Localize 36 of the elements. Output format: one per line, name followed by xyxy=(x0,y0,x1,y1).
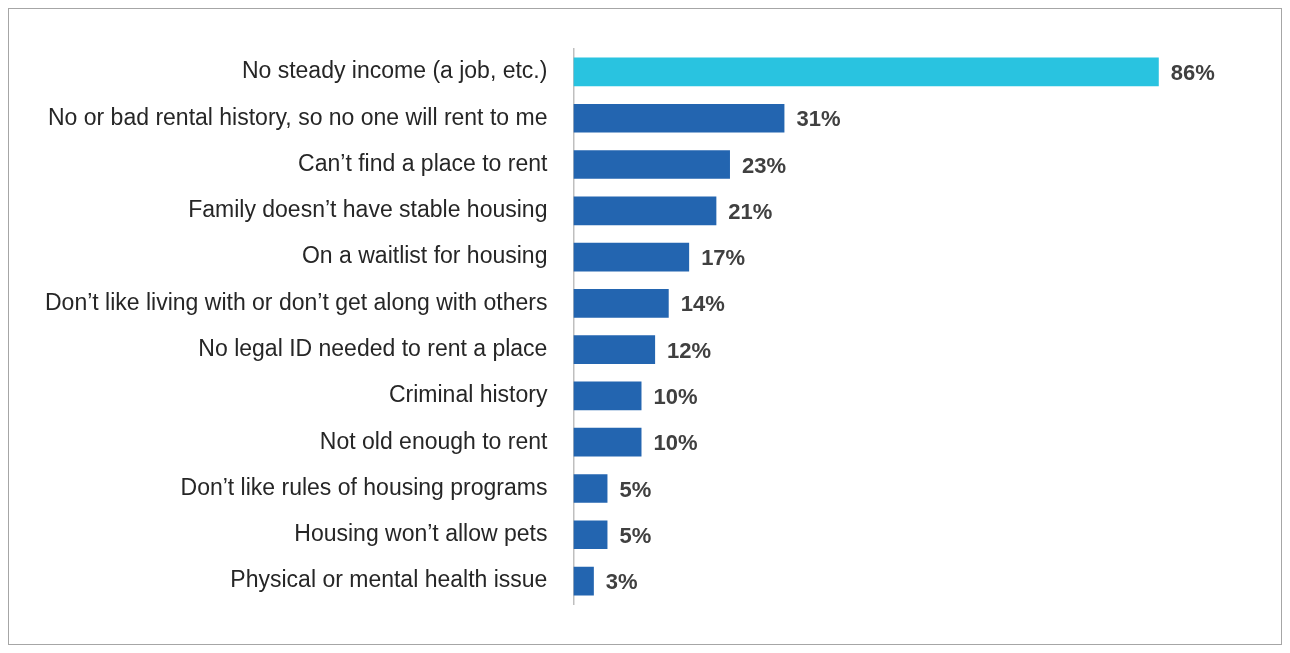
y-tick-label: Physical or mental health issue xyxy=(230,566,548,593)
bar xyxy=(573,335,656,364)
data-label: 5% xyxy=(619,476,652,502)
bar xyxy=(573,57,1159,87)
y-tick-label: Family doesn’t have stable housing xyxy=(188,196,548,223)
data-label: 10% xyxy=(653,383,698,409)
data-label: 3% xyxy=(605,569,638,595)
bar xyxy=(573,196,717,226)
bar xyxy=(573,520,608,550)
data-label: 17% xyxy=(701,245,746,271)
data-label: 23% xyxy=(741,152,787,178)
data-label: 5% xyxy=(619,522,652,548)
y-tick-label: Don’t like rules of housing programs xyxy=(180,473,548,500)
data-label: 21% xyxy=(728,198,773,224)
bar xyxy=(573,474,608,503)
y-tick-label: Don’t like living with or don’t get along with others xyxy=(44,288,548,315)
data-label: 12% xyxy=(667,337,712,363)
y-tick-label: No legal ID needed to rent a place xyxy=(198,334,548,361)
bar xyxy=(573,566,594,596)
y-tick-label: Not old enough to rent xyxy=(319,427,549,454)
bar xyxy=(573,289,669,318)
bar xyxy=(573,427,642,457)
y-tick-label: Criminal history xyxy=(388,381,548,408)
bar xyxy=(573,242,690,272)
bar xyxy=(573,103,785,133)
y-tick-label: Housing won’t allow pets xyxy=(294,520,548,547)
data-label: 31% xyxy=(796,106,841,132)
y-tick-label: No steady income (a job, etc.) xyxy=(241,57,548,84)
y-tick-label: Can’t find a place to rent xyxy=(298,149,549,176)
data-label: 14% xyxy=(680,291,725,317)
bar xyxy=(573,150,730,179)
y-tick-label: No or bad rental history, so no one will rent to me xyxy=(47,103,548,130)
bar xyxy=(573,381,642,411)
data-label: 10% xyxy=(653,430,698,456)
data-label: 86% xyxy=(1170,60,1215,85)
y-tick-label: On a waitlist for housing xyxy=(301,242,548,269)
